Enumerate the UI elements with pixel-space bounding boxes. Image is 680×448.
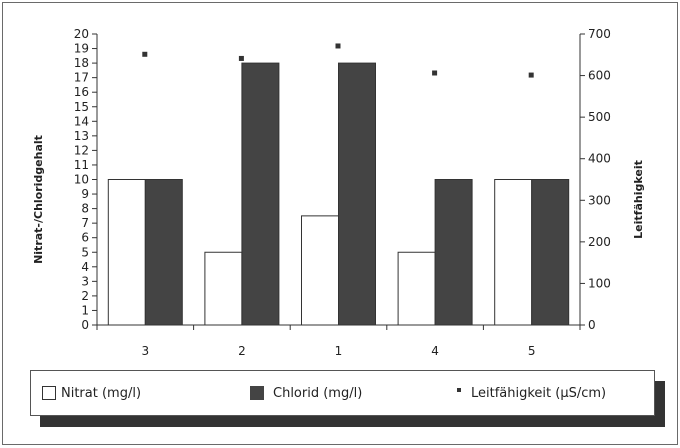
legend-swatch-nitrat (42, 386, 56, 400)
left-tick-label: 13 (74, 129, 89, 143)
right-tick-label: 200 (588, 235, 611, 249)
bar-chlorid (338, 62, 376, 326)
left-tick-label: 20 (74, 27, 89, 41)
left-tick-label: 16 (74, 85, 89, 99)
point-leitfaehigkeit (142, 51, 148, 57)
chart-legend: Nitrat (mg/l) Chlorid (mg/l) Leitfähigke… (30, 370, 655, 416)
left-tick-label: 17 (74, 71, 89, 85)
left-tick-label: 18 (74, 56, 89, 70)
x-tick-label: 5 (528, 344, 536, 358)
left-tick-label: 7 (81, 216, 89, 230)
left-tick-label: 12 (74, 143, 89, 157)
left-tick-label: 14 (74, 114, 89, 128)
left-tick-label: 9 (81, 187, 89, 201)
x-tick-label: 4 (431, 344, 439, 358)
legend-label-leitfaehigkeit: Leitfähigkeit (µS/cm) (471, 385, 607, 401)
right-tick-label: 700 (588, 27, 611, 41)
x-tick-label: 1 (335, 344, 343, 358)
legend-item-leitfaehigkeit: Leitfähigkeit (µS/cm) (457, 371, 606, 415)
point-leitfaehigkeit (335, 43, 341, 49)
y-axis-title-right: Leitfähigkeit (632, 160, 645, 239)
left-tick-label: 11 (74, 158, 89, 172)
y-axis-title-left: Nitrat-/Chloridgehalt (32, 135, 45, 264)
x-tick-label: 3 (141, 344, 149, 358)
legend-swatch-leitfaehigkeit (457, 388, 461, 392)
left-tick-label: 2 (81, 289, 89, 303)
left-tick-label: 5 (81, 245, 89, 259)
legend-item-nitrat: Nitrat (mg/l) (42, 371, 141, 415)
legend-item-chlorid: Chlorid (mg/l) (250, 371, 362, 415)
left-tick-label: 3 (81, 274, 89, 288)
left-tick-label: 1 (81, 303, 89, 317)
right-tick-label: 500 (588, 110, 611, 124)
right-tick-label: 100 (588, 276, 611, 290)
left-tick-label: 4 (81, 260, 89, 274)
left-tick-label: 8 (81, 202, 89, 216)
left-tick-label: 19 (74, 42, 89, 56)
right-tick-label: 400 (588, 152, 611, 166)
right-tick-label: 600 (588, 69, 611, 83)
bar-nitrat (204, 251, 243, 326)
legend-swatch-chlorid (250, 386, 264, 400)
bar-nitrat (494, 179, 533, 326)
right-tick-label: 300 (588, 193, 611, 207)
bar-chlorid (434, 179, 473, 326)
bar-chlorid (241, 62, 280, 326)
bar-nitrat (107, 179, 146, 326)
right-tick-label: 0 (588, 318, 596, 332)
left-tick-label: 10 (74, 173, 89, 187)
legend-label-chlorid: Chlorid (mg/l) (273, 385, 363, 401)
x-tick-label: 2 (238, 344, 246, 358)
left-tick-label: 6 (81, 231, 89, 245)
point-leitfaehigkeit (432, 70, 438, 76)
point-leitfaehigkeit (528, 72, 534, 78)
bar-chlorid (531, 179, 570, 326)
bar-nitrat (301, 215, 339, 326)
legend-label-nitrat: Nitrat (mg/l) (61, 385, 142, 401)
left-tick-label: 0 (81, 318, 89, 332)
left-tick-label: 15 (74, 100, 89, 114)
bar-chlorid (144, 179, 183, 326)
point-leitfaehigkeit (238, 55, 244, 61)
bar-nitrat (397, 251, 436, 326)
